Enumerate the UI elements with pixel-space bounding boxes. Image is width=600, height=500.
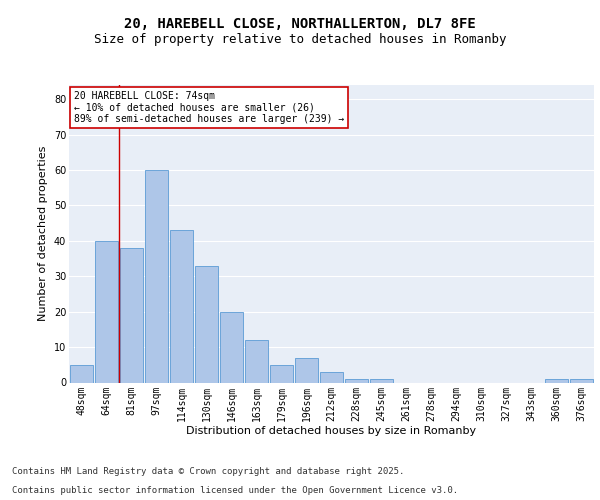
Bar	[120, 248, 143, 382]
Bar	[570, 379, 593, 382]
Text: 20, HAREBELL CLOSE, NORTHALLERTON, DL7 8FE: 20, HAREBELL CLOSE, NORTHALLERTON, DL7 8…	[124, 18, 476, 32]
Bar	[195, 266, 218, 382]
Bar	[70, 365, 93, 382]
Bar	[345, 379, 368, 382]
Bar	[270, 365, 293, 382]
Bar	[95, 241, 118, 382]
Bar	[170, 230, 193, 382]
Text: Size of property relative to detached houses in Romanby: Size of property relative to detached ho…	[94, 32, 506, 46]
Bar	[220, 312, 243, 382]
Bar	[245, 340, 268, 382]
Bar	[370, 379, 393, 382]
Text: Contains HM Land Registry data © Crown copyright and database right 2025.: Contains HM Land Registry data © Crown c…	[12, 467, 404, 476]
Bar	[295, 358, 318, 382]
Y-axis label: Number of detached properties: Number of detached properties	[38, 146, 48, 322]
X-axis label: Distribution of detached houses by size in Romanby: Distribution of detached houses by size …	[187, 426, 476, 436]
Bar	[320, 372, 343, 382]
Bar	[545, 379, 568, 382]
Text: Contains public sector information licensed under the Open Government Licence v3: Contains public sector information licen…	[12, 486, 458, 495]
Text: 20 HAREBELL CLOSE: 74sqm
← 10% of detached houses are smaller (26)
89% of semi-d: 20 HAREBELL CLOSE: 74sqm ← 10% of detach…	[74, 91, 344, 124]
Bar	[145, 170, 168, 382]
